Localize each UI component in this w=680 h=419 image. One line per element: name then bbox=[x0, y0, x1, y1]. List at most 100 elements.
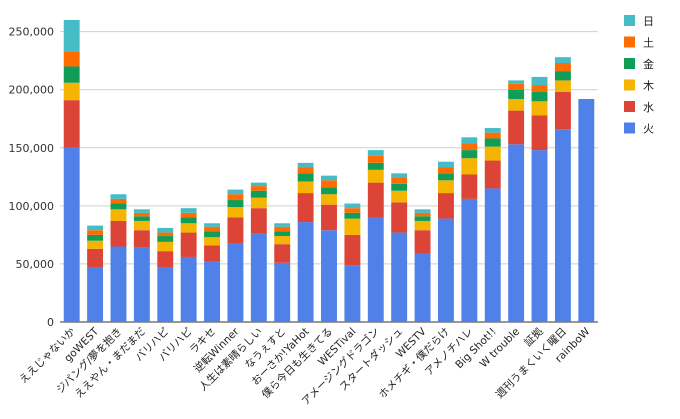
bar-segment bbox=[274, 223, 291, 227]
bar-segment bbox=[414, 253, 431, 322]
bar-segment bbox=[414, 216, 431, 221]
bar-segment bbox=[204, 226, 220, 232]
bar-segment bbox=[133, 216, 150, 221]
bar-segment bbox=[110, 194, 127, 199]
bar-segment bbox=[321, 175, 337, 181]
bar-segment bbox=[484, 128, 501, 133]
bar-segment bbox=[157, 241, 174, 252]
bar-segment bbox=[87, 230, 104, 235]
bar-segment bbox=[250, 190, 267, 198]
bar-segment bbox=[321, 187, 337, 195]
bar-segment bbox=[484, 160, 501, 189]
x-axis-categories: ええじゃないかgoWESTジパング/夢を抱きええやん・まだまだバリハピバリハピラ… bbox=[17, 324, 593, 407]
legend-swatch bbox=[624, 58, 635, 69]
legend-label: 火 bbox=[643, 123, 654, 136]
y-tick-label: 0 bbox=[47, 316, 54, 329]
bar-segment bbox=[204, 231, 220, 238]
bar-segment bbox=[180, 212, 197, 218]
bar-segment bbox=[344, 208, 361, 213]
bar-segment bbox=[110, 209, 127, 221]
bar-segment bbox=[180, 256, 197, 322]
legend-swatch bbox=[624, 122, 635, 134]
bar-segment bbox=[227, 189, 244, 195]
bar-segment bbox=[508, 89, 525, 99]
bar-segment bbox=[461, 158, 478, 175]
bar-segment bbox=[274, 244, 291, 263]
bar-segment bbox=[508, 98, 525, 111]
legend-swatch bbox=[624, 101, 635, 112]
bar-segment bbox=[531, 76, 548, 86]
y-tick-label: 50,000 bbox=[16, 258, 55, 271]
bar-segment bbox=[63, 66, 80, 83]
bar-segment bbox=[344, 218, 361, 235]
bar-segment bbox=[484, 146, 501, 161]
bar-segment bbox=[508, 110, 525, 145]
bar-segment bbox=[554, 62, 571, 72]
bar-segment bbox=[180, 217, 197, 224]
bar-segment bbox=[531, 85, 548, 93]
bar-segment bbox=[461, 150, 478, 159]
bar-segment bbox=[438, 161, 454, 168]
bar-segment bbox=[110, 198, 127, 204]
bar-segment bbox=[274, 262, 291, 322]
bar-segment bbox=[554, 129, 571, 322]
y-axis-ticks: 0 50,000 100,000 150,000 200,000 250,000 bbox=[9, 26, 55, 329]
bar-segment bbox=[227, 200, 244, 208]
legend-swatch bbox=[624, 79, 635, 91]
bar-segment bbox=[554, 57, 571, 63]
bar-segment bbox=[414, 209, 431, 213]
bar-segment bbox=[133, 212, 150, 217]
legend-label: 日 bbox=[643, 15, 654, 28]
bar-segment bbox=[63, 82, 80, 101]
bar-segment bbox=[554, 80, 571, 93]
bar-segment bbox=[321, 180, 337, 188]
bar-segment bbox=[250, 186, 267, 191]
bar-segment bbox=[87, 234, 104, 241]
bar-segment bbox=[133, 247, 150, 322]
bar-segment bbox=[63, 147, 80, 322]
y-tick-label: 100,000 bbox=[9, 200, 55, 213]
legend-swatch bbox=[624, 36, 635, 48]
bar-segment bbox=[157, 251, 174, 268]
bar-segment bbox=[391, 202, 408, 233]
bar-segment bbox=[204, 223, 220, 227]
bar-segment bbox=[321, 194, 337, 205]
bar-segment bbox=[250, 182, 267, 187]
bar-segment bbox=[414, 230, 431, 254]
bar-segment bbox=[461, 198, 478, 322]
bar-segment bbox=[87, 267, 104, 322]
bar-segment bbox=[204, 261, 220, 322]
legend-label: 金 bbox=[643, 57, 654, 71]
bar-segment bbox=[110, 246, 127, 322]
bar-segment bbox=[344, 212, 361, 219]
bar-segment bbox=[554, 71, 571, 81]
bar-segment bbox=[367, 169, 384, 183]
bar-segment bbox=[297, 173, 314, 182]
bar-segment bbox=[367, 155, 384, 163]
bar-segment bbox=[438, 193, 454, 219]
y-tick-label: 150,000 bbox=[9, 142, 55, 155]
bar-segment bbox=[321, 204, 337, 231]
bar-segment bbox=[367, 182, 384, 218]
bar-segment bbox=[227, 243, 244, 322]
bar-segment bbox=[63, 20, 80, 52]
bar-segment bbox=[157, 227, 174, 233]
bar-segment bbox=[438, 173, 454, 181]
legend-label: 水 bbox=[643, 101, 654, 114]
bar-segment bbox=[297, 162, 314, 168]
bar-segment bbox=[484, 188, 501, 322]
bar-segment bbox=[297, 193, 314, 223]
bar-segment bbox=[180, 232, 197, 257]
bar-segment bbox=[344, 203, 361, 209]
bar-segment bbox=[344, 234, 361, 266]
bar-segment bbox=[133, 209, 150, 213]
bar-segment bbox=[531, 101, 548, 116]
y-tick-label: 200,000 bbox=[9, 84, 55, 97]
bar-segment bbox=[461, 137, 478, 144]
bar-segment bbox=[204, 237, 220, 246]
bar-segment bbox=[157, 267, 174, 322]
bar-segment bbox=[391, 190, 408, 203]
